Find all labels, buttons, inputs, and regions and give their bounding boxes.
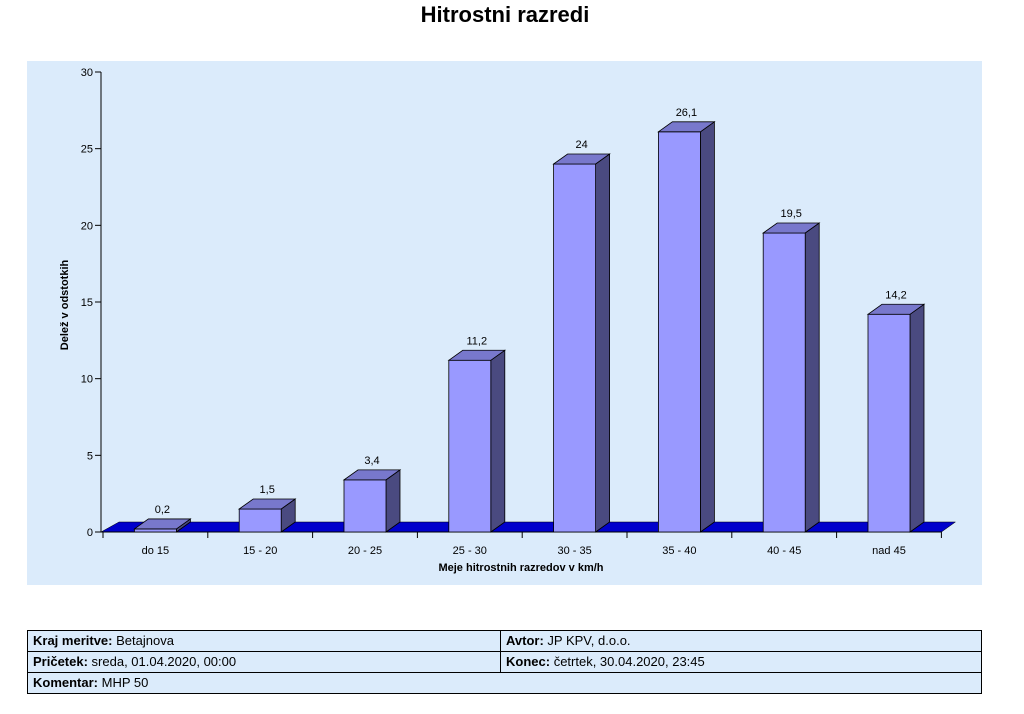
bar-top [133,518,192,530]
x-tick-label: nad 45 [872,545,906,557]
bar-side [804,222,820,533]
y-tick-label: 0 [87,527,93,539]
bar [134,528,177,533]
start-cell: Pričetek: sreda, 01.04.2020, 00:00 [27,651,501,673]
bar [343,479,387,533]
data-label: 14,2 [885,289,906,301]
y-tick-label: 25 [81,144,93,156]
data-label: 1,5 [260,484,275,496]
data-label: 19,5 [780,208,801,220]
x-tick-label: 20 - 25 [348,545,382,557]
x-tick-label: 40 - 45 [767,545,801,557]
bar [448,359,492,533]
bar-top [237,498,297,510]
chart-floor [100,521,957,533]
chart-title: Hitrostni razredi [420,2,590,27]
bar-side [909,303,925,533]
bar-top [761,222,821,234]
data-label: 0,2 [155,504,170,516]
end-cell: Konec: četrtek, 30.04.2020, 23:45 [500,651,982,673]
x-tick-label: 25 - 30 [453,545,487,557]
bar [867,313,911,533]
author-label: Avtor: [506,633,544,648]
y-tick-label: 15 [81,297,93,309]
info-row: Pričetek: sreda, 01.04.2020, 00:00 Konec… [27,651,982,673]
location-label: Kraj meritve: [33,633,113,648]
bar-chart: 0 5 10 15 20 25 30 0,2 do 15 1,5 15 - 20 3,4 20 - 25… [59,67,957,574]
bar-top [552,153,611,165]
bar-top [657,121,716,133]
comment-cell: Komentar: MHP 50 [27,672,982,694]
y-tick-label: 30 [81,67,93,79]
data-label: 11,2 [467,335,488,347]
author-cell: Avtor: JP KPV, d.o.o. [500,630,982,652]
bar-side [595,153,610,533]
bar-top [447,349,507,361]
comment-label: Komentar: [33,675,99,690]
end-value: četrtek, 30.04.2020, 23:45 [553,654,705,669]
bar-top [342,469,402,481]
x-tick-label: 30 - 35 [557,545,591,557]
measurement-info-table: Kraj meritve: Betajnova Avtor: JP KPV, d… [27,630,982,694]
bar-side [490,349,506,533]
bar-top [866,303,926,315]
start-value: sreda, 01.04.2020, 00:00 [91,654,237,669]
bar [762,232,806,533]
y-tick-label: 5 [87,450,93,462]
location-cell: Kraj meritve: Betajnova [27,630,501,652]
x-tick-label: 15 - 20 [243,545,277,557]
location-value: Betajnova [116,633,174,648]
data-label: 24 [575,139,587,151]
author-value: JP KPV, d.o.o. [547,633,631,648]
start-label: Pričetek: [33,654,88,669]
data-label: 26,1 [676,107,697,119]
y-tick-label: 20 [81,220,93,232]
data-label: 3,4 [364,455,379,467]
bar [658,131,701,533]
x-tick-label: do 15 [142,545,170,557]
end-label: Konec: [506,654,551,669]
bar-side [700,121,715,533]
info-row: Kraj meritve: Betajnova Avtor: JP KPV, d… [27,630,982,652]
x-axis-title: Meje hitrostnih razredov v km/h [438,562,603,574]
bar [553,163,596,533]
y-tick-label: 10 [81,374,93,386]
info-row: Komentar: MHP 50 [27,672,982,694]
bar [238,508,282,533]
comment-value: MHP 50 [101,675,149,690]
bar-side [385,469,401,533]
y-axis-title: Delež v odstotkih [59,259,71,350]
x-tick-label: 35 - 40 [662,545,696,557]
